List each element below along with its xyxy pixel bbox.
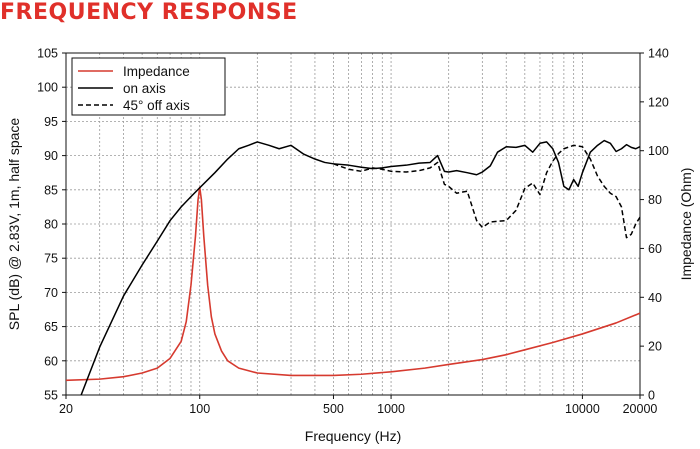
- y2-tick-label: 20: [648, 340, 662, 354]
- series-line-off-axis-45: [333, 144, 640, 239]
- y-tick-label: 100: [37, 81, 58, 95]
- y-tick-label: 95: [44, 115, 58, 129]
- y-tick-label: 80: [44, 218, 58, 232]
- page-title: FREQUENCY RESPONSE: [0, 0, 298, 25]
- x-tick-label: 500: [323, 402, 344, 416]
- y2-tick-label: 100: [648, 144, 669, 158]
- y2-tick-label: 0: [648, 389, 655, 403]
- y-tick-label: 60: [44, 354, 58, 368]
- y2-tick-label: 80: [648, 193, 662, 207]
- y2-tick-label: 40: [648, 291, 662, 305]
- y2-tick-label: 60: [648, 242, 662, 256]
- y2-tick-label: 140: [648, 47, 669, 61]
- y-tick-label: 75: [44, 252, 58, 266]
- y-tick-label: 105: [37, 47, 58, 61]
- y-tick-label: 55: [44, 389, 58, 403]
- y-axis-title: SPL (dB) @ 2.83V, 1m, half space: [6, 118, 22, 331]
- y-tick-label: 90: [44, 149, 58, 163]
- ticks-layer: 20 100 500 1000 10000 20000556065707580859095…: [37, 47, 669, 417]
- x-tick-label: 1000: [377, 402, 405, 416]
- y-tick-label: 70: [44, 286, 58, 300]
- x-tick-label: 10000: [565, 402, 600, 416]
- series-line-on-axis: [80, 139, 640, 395]
- legend-label: 45° off axis: [123, 98, 190, 113]
- x-tick-label: 20: [59, 402, 73, 416]
- series-line-impedance: [66, 186, 640, 382]
- x-tick-label: 20000: [623, 402, 658, 416]
- legend-label: on axis: [123, 81, 166, 96]
- y-tick-label: 65: [44, 320, 58, 334]
- legend-label: Impedance: [123, 64, 190, 79]
- y-tick-label: 85: [44, 183, 58, 197]
- y2-tick-label: 120: [648, 95, 669, 109]
- x-tick-label: 100: [189, 402, 210, 416]
- legend: Impedance on axis 45° off axis: [71, 57, 226, 116]
- x-axis-title: Frequency (Hz): [305, 428, 401, 444]
- y2-axis-title: Impedance (Ohm): [678, 168, 694, 281]
- series-layer: [66, 139, 640, 395]
- legend-items: Impedance on axis 45° off axis: [78, 64, 190, 113]
